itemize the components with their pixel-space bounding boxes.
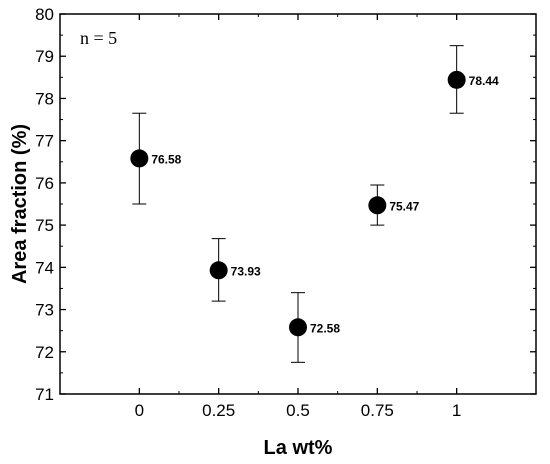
- data-point: [209, 261, 228, 280]
- y-axis-title: Area fraction (%): [9, 124, 31, 284]
- data-points: [130, 70, 466, 337]
- data-label: 76.58: [151, 152, 181, 166]
- data-point: [368, 196, 387, 215]
- annotation-n: n = 5: [80, 28, 117, 48]
- y-tick-label: 75: [35, 216, 54, 235]
- data-label: 73.93: [231, 264, 261, 278]
- y-tick-label: 76: [35, 174, 54, 193]
- x-tick-label: 0: [135, 401, 144, 420]
- data-label: 78.44: [469, 74, 499, 88]
- y-tick-label: 77: [35, 132, 54, 151]
- data-label: 75.47: [389, 199, 419, 213]
- y-tick-label: 79: [35, 47, 54, 66]
- y-tick-label: 80: [35, 5, 54, 24]
- y-tick-label: 74: [35, 258, 54, 277]
- x-tick-label: 0.25: [202, 401, 235, 420]
- data-label: 72.58: [310, 321, 340, 335]
- y-tick-label: 71: [35, 385, 54, 404]
- data-point: [447, 70, 466, 89]
- x-tick-label: 0.75: [361, 401, 394, 420]
- x-tick-label: 1: [452, 401, 461, 420]
- x-tick-label: 0.5: [286, 401, 310, 420]
- data-point: [289, 318, 307, 337]
- y-tick-label: 78: [35, 89, 54, 108]
- y-axis: 71 72 73 74 75 76 77 78 79 80: [35, 5, 536, 404]
- y-tick-label: 72: [35, 343, 54, 362]
- data-point: [130, 149, 149, 168]
- x-axis-title: La wt%: [264, 437, 333, 459]
- data-labels: 76.58 73.93 72.58 75.47 78.44: [151, 74, 499, 335]
- x-axis: 0 0.25 0.5 0.75 1: [135, 14, 461, 420]
- y-tick-label: 73: [35, 301, 54, 320]
